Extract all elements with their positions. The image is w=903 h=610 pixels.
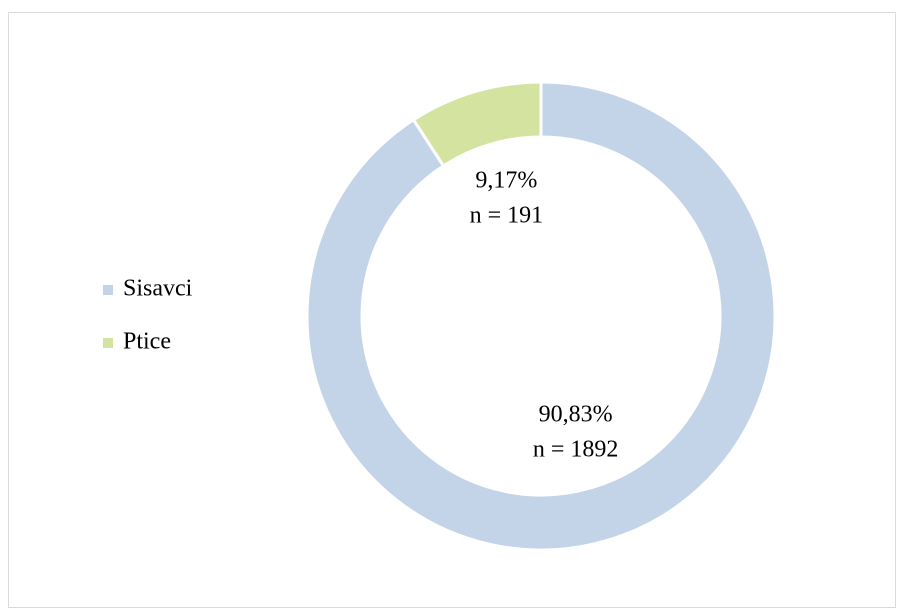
- count-label: n = 1892: [533, 436, 619, 462]
- legend-swatch: [103, 285, 113, 295]
- legend-label: Sisavci: [123, 276, 193, 302]
- legend-label: Ptice: [123, 329, 171, 355]
- count-label: n = 191: [470, 203, 544, 229]
- donut-slice: [411, 80, 543, 168]
- donut-slice: [305, 80, 777, 552]
- data-label: 9,17%: [475, 168, 537, 194]
- data-label: 90,83%: [539, 401, 613, 427]
- legend-swatch: [103, 338, 113, 348]
